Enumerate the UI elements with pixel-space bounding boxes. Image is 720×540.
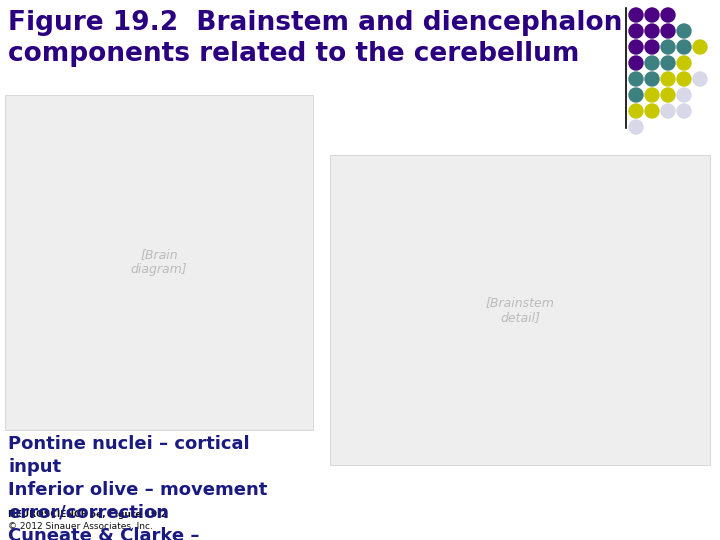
Circle shape bbox=[661, 88, 675, 102]
Circle shape bbox=[661, 72, 675, 86]
Circle shape bbox=[677, 88, 691, 102]
Circle shape bbox=[677, 104, 691, 118]
Circle shape bbox=[693, 40, 707, 54]
Circle shape bbox=[629, 88, 643, 102]
Text: [Brain
diagram]: [Brain diagram] bbox=[131, 248, 187, 276]
Circle shape bbox=[661, 104, 675, 118]
Circle shape bbox=[661, 56, 675, 70]
Circle shape bbox=[677, 56, 691, 70]
Circle shape bbox=[645, 88, 659, 102]
Circle shape bbox=[629, 8, 643, 22]
Circle shape bbox=[693, 72, 707, 86]
Circle shape bbox=[677, 40, 691, 54]
Circle shape bbox=[661, 8, 675, 22]
Text: NEUROSCIENCE 5e, Figure 19.2: NEUROSCIENCE 5e, Figure 19.2 bbox=[8, 510, 167, 519]
Text: Pontine nuclei – cortical
input
Inferior olive – movement
error/correction
Cunea: Pontine nuclei – cortical input Inferior… bbox=[8, 435, 267, 540]
Circle shape bbox=[645, 40, 659, 54]
Circle shape bbox=[629, 56, 643, 70]
Text: Figure 19.2  Brainstem and diencephalon
components related to the cerebellum: Figure 19.2 Brainstem and diencephalon c… bbox=[8, 10, 622, 67]
Circle shape bbox=[629, 24, 643, 38]
Circle shape bbox=[645, 72, 659, 86]
Circle shape bbox=[645, 104, 659, 118]
Circle shape bbox=[661, 40, 675, 54]
FancyBboxPatch shape bbox=[330, 155, 710, 465]
Circle shape bbox=[645, 8, 659, 22]
Circle shape bbox=[661, 24, 675, 38]
Text: [Brainstem
detail]: [Brainstem detail] bbox=[485, 296, 554, 324]
Circle shape bbox=[629, 120, 643, 134]
Circle shape bbox=[645, 56, 659, 70]
Circle shape bbox=[677, 24, 691, 38]
Circle shape bbox=[645, 24, 659, 38]
Circle shape bbox=[629, 40, 643, 54]
Circle shape bbox=[629, 72, 643, 86]
Text: © 2012 Sinauer Associates, Inc.: © 2012 Sinauer Associates, Inc. bbox=[8, 522, 153, 531]
Circle shape bbox=[629, 104, 643, 118]
FancyBboxPatch shape bbox=[5, 95, 313, 430]
Circle shape bbox=[677, 72, 691, 86]
